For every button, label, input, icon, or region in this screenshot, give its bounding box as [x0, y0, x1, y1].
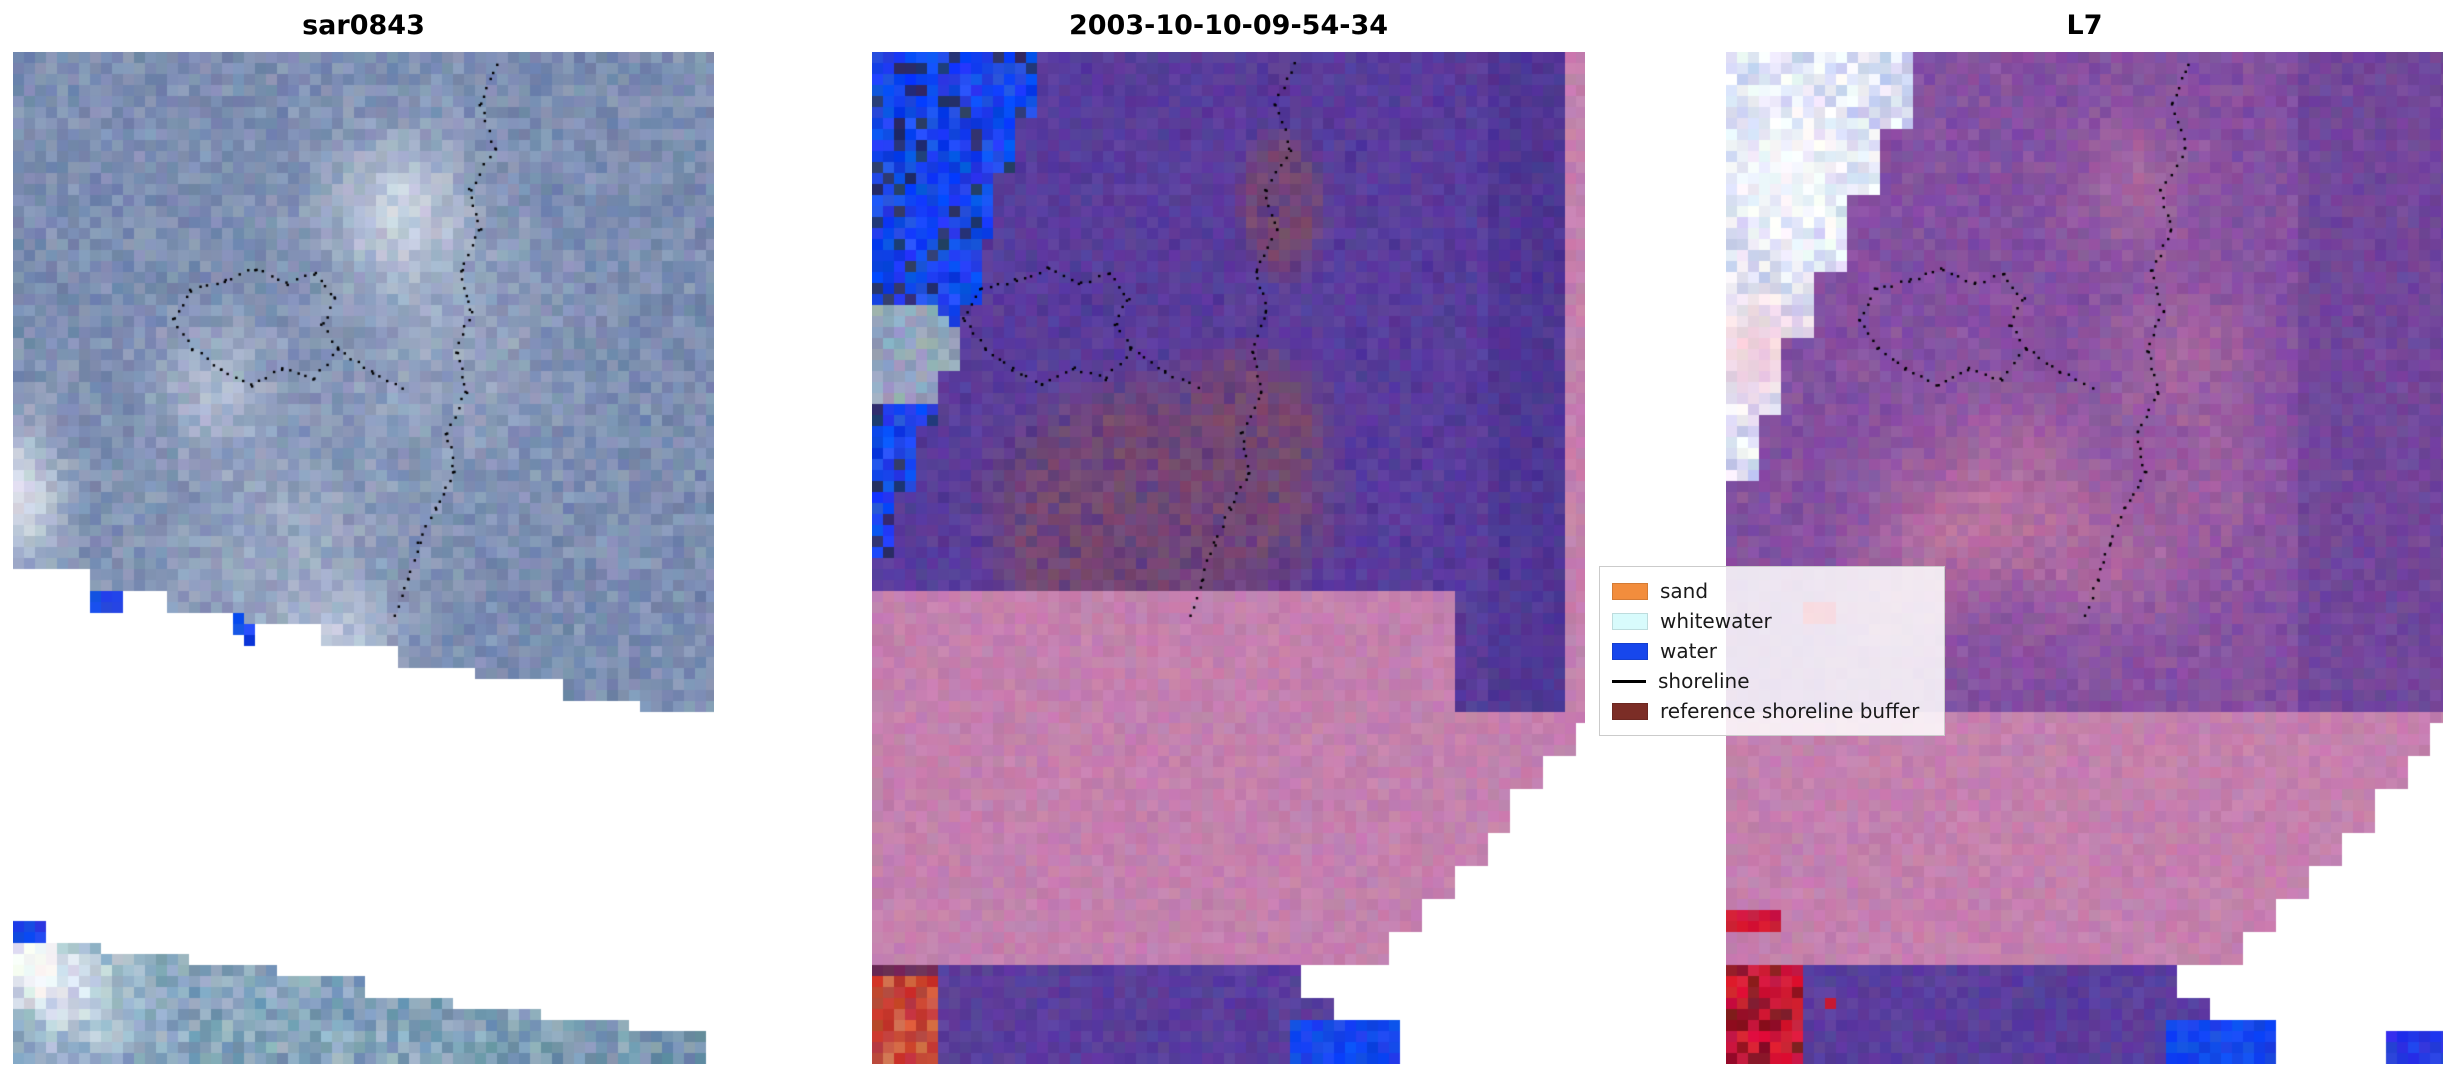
legend-item-shoreline: shoreline	[1612, 666, 1932, 696]
reference-buffer-swatch-icon	[1612, 702, 1648, 720]
legend-item-sand: sand	[1612, 576, 1932, 606]
legend-label-sand: sand	[1660, 579, 1709, 603]
legend-label-reference-buffer: reference shoreline buffer	[1660, 699, 1920, 723]
panel-title-sar: sar0843	[302, 10, 425, 41]
water-swatch-icon	[1612, 642, 1648, 660]
sand-swatch-icon	[1612, 582, 1648, 600]
l7-image	[1726, 52, 2443, 1064]
legend-item-whitewater: whitewater	[1612, 606, 1932, 636]
legend-item-reference-buffer: reference shoreline buffer	[1612, 696, 1932, 726]
legend-label-water: water	[1660, 639, 1717, 663]
whitewater-swatch-icon	[1612, 612, 1648, 630]
classified-image	[872, 52, 1585, 1064]
legend: sand whitewater water shoreline referenc…	[1599, 566, 1945, 736]
sar-image	[13, 52, 714, 1064]
panel-l7: L7	[1726, 0, 2443, 1078]
panel-classified: 2003-10-10-09-54-34	[872, 0, 1585, 1078]
legend-label-shoreline: shoreline	[1658, 669, 1750, 693]
panel-title-l7: L7	[2066, 10, 2103, 41]
panel-sar: sar0843	[13, 0, 714, 1078]
legend-label-whitewater: whitewater	[1660, 609, 1772, 633]
legend-item-water: water	[1612, 636, 1932, 666]
shoreline-line-icon	[1612, 679, 1646, 683]
panel-title-classified: 2003-10-10-09-54-34	[1068, 10, 1389, 41]
